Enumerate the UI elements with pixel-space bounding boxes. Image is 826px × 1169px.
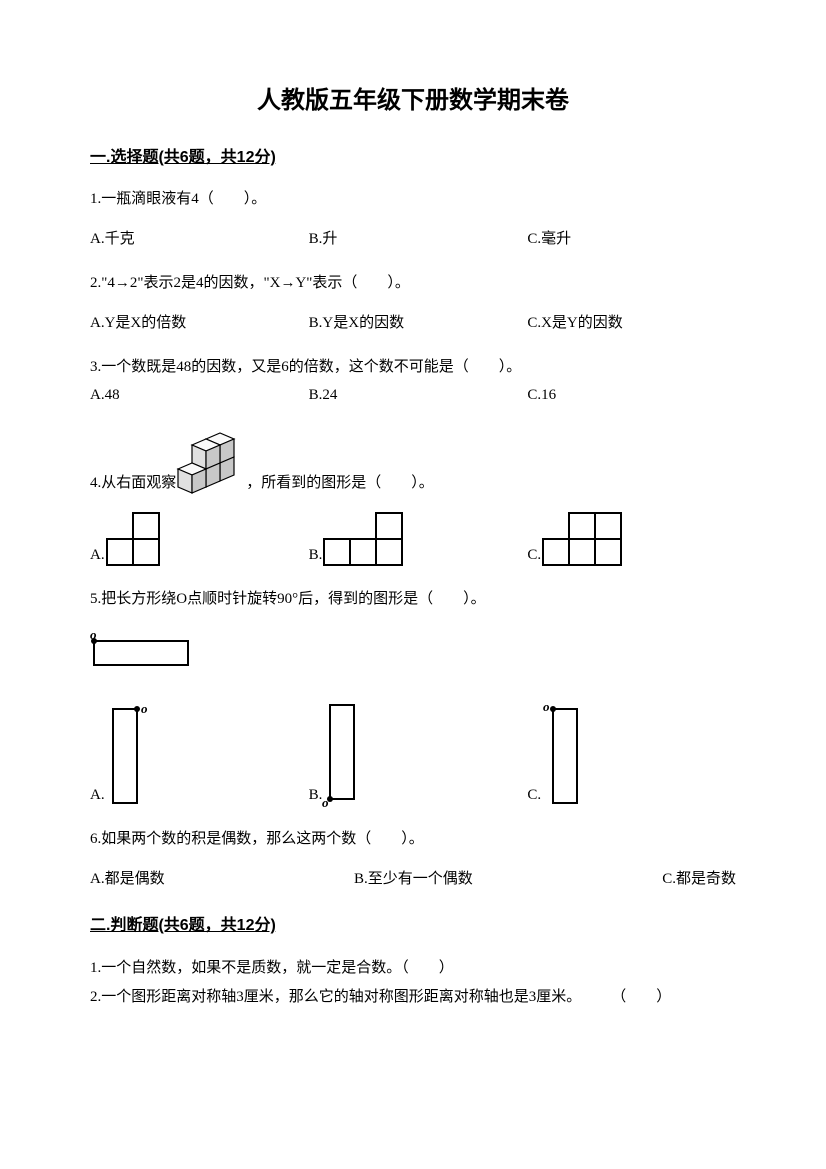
q4-c-label: C. <box>527 543 541 567</box>
q5-b-label: B. <box>309 783 323 807</box>
q4-text: 4.从右面观察 <box>90 427 736 495</box>
q5-a-label: A. <box>90 783 105 807</box>
question-3: 3.一个数既是48的因数，又是6的倍数，这个数不可能是（ ）。 <box>90 355 736 379</box>
q2-option-a: A.Y是X的倍数 <box>90 311 299 335</box>
q6-option-a: A.都是偶数 <box>90 867 165 891</box>
q4-shape-a-icon <box>105 511 189 567</box>
q1-option-b: B.升 <box>309 227 518 251</box>
q5-shape-a-icon: o <box>105 701 155 807</box>
q4-b-label: B. <box>309 543 323 567</box>
q4-shape-b-icon <box>322 511 432 567</box>
q5-option-b: B. o <box>309 701 518 807</box>
q3-option-c: C.16 <box>527 383 736 407</box>
q5-rect-original-icon: o <box>90 631 200 671</box>
q2-options: A.Y是X的倍数 B.Y是X的因数 C.X是Y的因数 <box>90 311 736 335</box>
q2-text: 2."4→2"表示2是4的因数，"X→Y"表示（ ）。 <box>90 271 736 295</box>
question-4: 4.从右面观察 <box>90 427 736 567</box>
q4-prefix: 4.从右面观察 <box>90 471 176 495</box>
section1-header: 一.选择题(共6题，共12分) <box>90 143 736 167</box>
q4-option-b: B. <box>309 511 518 567</box>
q1-options: A.千克 B.升 C.毫升 <box>90 227 736 251</box>
question-3-opts: A.48 B.24 C.16 <box>90 383 736 407</box>
q1-text: 1.一瓶滴眼液有4（ ）。 <box>90 187 736 211</box>
q5-c-label: C. <box>527 783 541 807</box>
q1-option-a: A.千克 <box>90 227 299 251</box>
cube-figure <box>176 427 246 495</box>
question-6: 6.如果两个数的积是偶数，那么这两个数（ ）。 A.都是偶数 B.至少有一个偶数… <box>90 827 736 891</box>
svg-text:o: o <box>141 701 148 716</box>
q6-text: 6.如果两个数的积是偶数，那么这两个数（ ）。 <box>90 827 736 851</box>
q4-a-label: A. <box>90 543 105 567</box>
q4-options: A. B. C. <box>90 511 736 567</box>
q3-options: A.48 B.24 C.16 <box>90 383 736 407</box>
section2-header: 二.判断题(共6题，共12分) <box>90 911 736 935</box>
q6-option-c: C.都是奇数 <box>662 867 736 891</box>
q3-text: 3.一个数既是48的因数，又是6的倍数，这个数不可能是（ ）。 <box>90 355 736 379</box>
page-title: 人教版五年级下册数学期末卷 <box>90 80 736 115</box>
judge-q2: 2.一个图形距离对称轴3厘米，那么它的轴对称图形距离对称轴也是3厘米。 （ ） <box>90 984 736 1011</box>
q6-option-b: B.至少有一个偶数 <box>354 867 473 891</box>
q5-option-a: A. o <box>90 701 299 807</box>
q5-text: 5.把长方形绕O点顺时针旋转90°后，得到的图形是（ ）。 <box>90 587 736 611</box>
question-2: 2."4→2"表示2是4的因数，"X→Y"表示（ ）。 A.Y是X的倍数 B.Y… <box>90 271 736 335</box>
q5-option-c: C. o <box>527 701 736 807</box>
question-5: 5.把长方形绕O点顺时针旋转90°后，得到的图形是（ ）。 o A. o B. … <box>90 587 736 807</box>
q5-shape-c-icon: o <box>541 701 591 807</box>
q5-shape-b-icon: o <box>322 701 372 807</box>
q3-option-b: B.24 <box>309 383 518 407</box>
q3-option-a: A.48 <box>90 383 299 407</box>
q4-option-c: C. <box>527 511 736 567</box>
cube-stack-icon <box>176 427 246 495</box>
q2-option-c: C.X是Y的因数 <box>527 311 736 335</box>
question-1: 1.一瓶滴眼液有4（ ）。 A.千克 B.升 C.毫升 <box>90 187 736 251</box>
q4-suffix: ，所看到的图形是（ ）。 <box>246 471 434 495</box>
q5-original-figure: o <box>90 631 736 671</box>
q4-shape-c-icon <box>541 511 651 567</box>
q2-option-b: B.Y是X的因数 <box>309 311 518 335</box>
svg-text:o: o <box>322 795 329 807</box>
o-label: o <box>90 631 97 642</box>
q5-options: A. o B. o C. o <box>90 701 736 807</box>
q4-option-a: A. <box>90 511 299 567</box>
judge-q1: 1.一个自然数，如果不是质数，就一定是合数。（ ） <box>90 955 736 982</box>
q1-option-c: C.毫升 <box>527 227 736 251</box>
svg-text:o: o <box>543 701 550 714</box>
q6-options: A.都是偶数 B.至少有一个偶数 C.都是奇数 <box>90 867 736 891</box>
